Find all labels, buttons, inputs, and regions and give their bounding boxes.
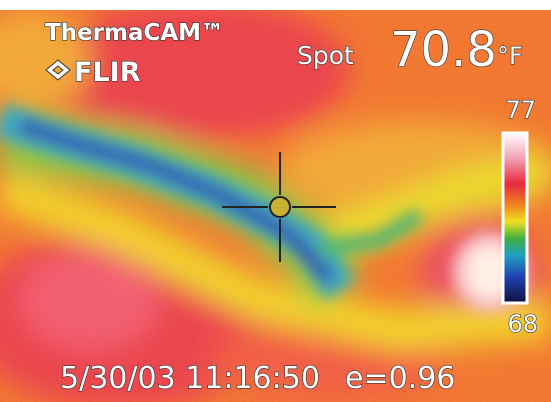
color-scale	[501, 131, 529, 305]
crosshair	[222, 152, 336, 262]
scale-min: 68	[507, 310, 538, 338]
spot-label: Spot	[297, 41, 354, 70]
top-strip	[0, 0, 551, 10]
timestamp: 5/30/03 11:16:50	[60, 361, 320, 396]
flir-icon	[45, 59, 71, 81]
spot-reading: 70.8	[390, 22, 497, 78]
scale-max: 77	[505, 96, 536, 124]
maker-logo: FLIR	[74, 57, 141, 88]
product-name: ThermaCAM™	[45, 20, 224, 46]
spot-unit: °F	[497, 42, 523, 70]
emissivity: e=0.96	[345, 361, 455, 396]
